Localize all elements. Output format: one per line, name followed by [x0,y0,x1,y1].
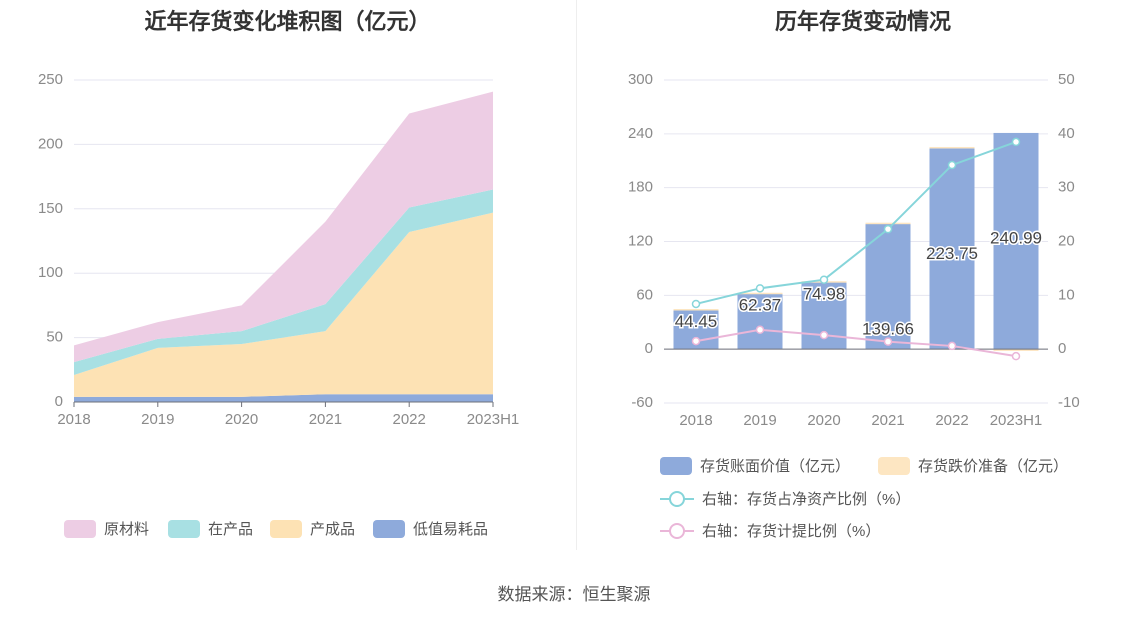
legend-label: 低值易耗品 [413,521,489,538]
bar-impairment [865,222,911,225]
line-point [691,299,701,309]
y-left-tick-label: 180 [628,179,653,196]
bar-book-value [929,148,975,350]
legend-item[interactable]: 在产品 [168,518,253,539]
x-tick-label: 2023H1 [990,412,1043,429]
legend-label: 右轴：存货占净资产比例（%） [702,491,911,508]
y-tick-label: 100 [38,264,63,281]
y-right-tick-label: 50 [1058,71,1075,88]
legend-item[interactable]: 原材料 [64,518,149,539]
x-tick-label: 2022 [393,411,426,428]
legend-swatch [64,519,96,538]
data-source-note: 数据来源：恒生聚源 [497,585,651,604]
bar-impairment [737,292,783,295]
right-chart-title: 历年存货变动情况 [774,9,951,34]
line-point [755,325,765,335]
y-left-tick-label: 240 [628,125,653,142]
area-series-2 [74,189,493,375]
legend-label: 右轴：存货计提比例（%） [702,523,881,540]
panel-divider [576,0,577,550]
line-point [883,224,893,234]
line-point [755,284,765,293]
bar-book-value [737,293,783,350]
bar-impairment [929,146,975,149]
legend-label: 产成品 [310,521,356,538]
x-tick-label: 2023H1 [467,411,520,428]
legend-swatch [373,519,405,538]
line-point [819,330,829,340]
legend-swatch [270,519,302,538]
area-series-0 [74,394,493,402]
line-series-1 [695,328,1017,358]
x-tick-label: 2019 [141,411,174,428]
y-tick-label: 0 [55,393,63,410]
line-point [947,341,957,351]
x-tick-label: 2021 [309,411,342,428]
y-right-tick-label: 40 [1058,125,1075,142]
y-tick-label: 250 [38,71,63,88]
legend-label: 存货账面价值（亿元） [700,458,851,475]
bar-value-label: 223.75 [926,244,978,263]
y-right-tick-label: 0 [1058,340,1066,357]
legend-swatch [660,456,692,475]
x-tick-label: 2019 [743,412,776,429]
y-left-tick-label: -60 [631,394,653,411]
left-chart-title: 近年存货变化堆积图（亿元） [144,9,431,34]
y-left-tick-label: 300 [628,71,653,88]
legend-line-swatch [660,522,694,540]
y-tick-label: 150 [38,200,63,217]
bar-book-value [993,132,1039,350]
legend-label: 存货跌价准备（亿元） [918,458,1069,475]
legend-item[interactable]: 产成品 [270,518,355,539]
line-point [1011,137,1021,147]
x-tick-label: 2018 [57,411,90,428]
y-left-tick-label: 120 [628,232,653,249]
legend-label: 在产品 [208,521,254,538]
bar-value-label: 139.66 [862,319,914,338]
stacked-area-chart: 0 50 100 150 200 250 2018 2019 2020 2021 2022 2023H… [38,71,520,428]
y-left-tick-label: 60 [636,286,653,303]
legend-item[interactable]: 存货账面价值（亿元） [660,455,850,476]
x-tick-label: 2020 [225,411,258,428]
bar-value-label: 62.37 [739,296,782,315]
y-right-tick-label: 20 [1058,232,1075,249]
legend-item[interactable]: 右轴：存货计提比例（%） [660,520,880,541]
legend-item[interactable]: 右轴：存货占净资产比例（%） [660,488,910,509]
bar-book-value [865,223,911,350]
inventory-bar-line-chart: -60 0 60 120 180 240 300 -10 0 10 20 30 40 50 2018 2019… [628,71,1080,429]
x-tick-label: 2018 [679,412,712,429]
bar-value-label: 74.98 [803,284,846,303]
y-right-tick-label: -10 [1058,394,1080,411]
y-left-tick-label: 0 [645,340,653,357]
line-point [1011,351,1021,361]
line-point [947,160,957,170]
y-right-tick-label: 30 [1058,179,1075,196]
x-tick-label: 2020 [807,412,840,429]
left-chart-legend: 原材料 在产品 产成品 低值易耗品 [0,518,575,540]
bar-value-label: 240.99 [990,228,1042,247]
line-point [819,275,829,284]
y-tick-label: 200 [38,135,63,152]
legend-swatch [168,519,200,538]
line-series-0 [695,140,1017,305]
line-point [691,336,701,346]
y-right-tick-label: 10 [1058,286,1075,303]
area-series-3 [74,91,493,363]
right-chart-legend: 存货账面价值（亿元） 存货跌价准备（亿元） 右轴：存货占净资产比例（%） 右轴：存货计… [0,455,1148,545]
x-tick-label: 2021 [871,412,904,429]
x-tick-label: 2022 [935,412,968,429]
legend-item[interactable]: 低值易耗品 [373,518,488,539]
legend-line-swatch [660,490,694,508]
area-series-1 [74,212,493,397]
legend-label: 原材料 [104,521,150,538]
bar-impairment [993,349,1039,351]
line-point [883,337,893,346]
legend-swatch [878,456,910,475]
y-tick-label: 50 [46,329,63,346]
legend-item[interactable]: 存货跌价准备（亿元） [878,455,1068,476]
bar-value-label: 44.45 [675,312,718,331]
bar-impairment [673,309,719,311]
